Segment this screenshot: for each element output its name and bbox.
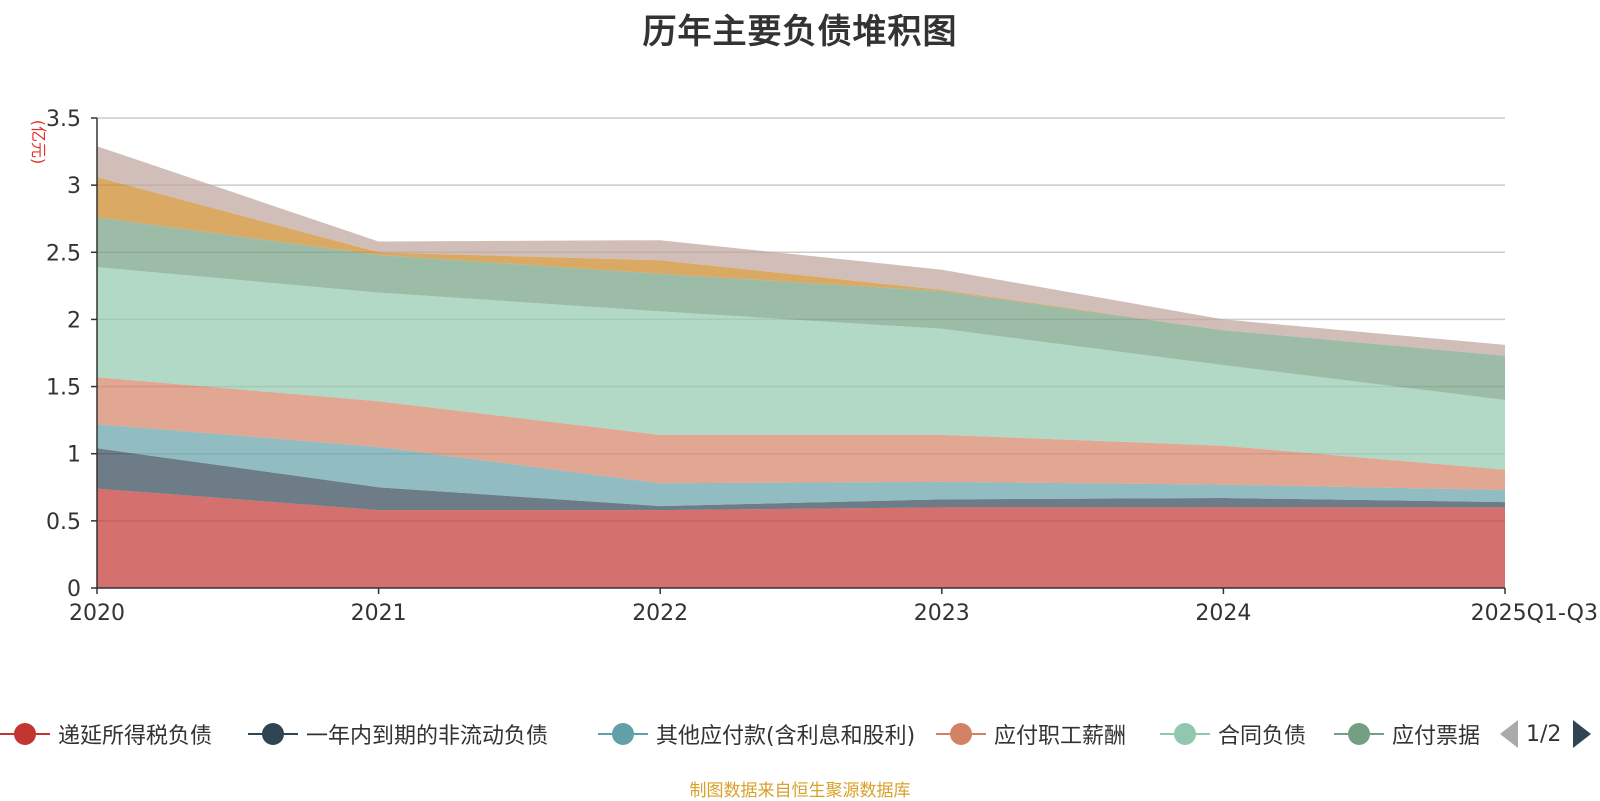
x-tick-label: 2022 [632, 601, 688, 626]
x-tick-label: 2024 [1195, 601, 1251, 626]
legend-swatch-icon [1334, 714, 1384, 754]
legend-swatch-icon [0, 714, 50, 754]
chart-title: 历年主要负债堆积图 [642, 12, 958, 52]
x-tick-label: 2020 [69, 601, 125, 626]
legend-items: 递延所得税负债 一年内到期的非流动负债 其他应付款(含利息和股利) 应付职工薪酬 合同负… [0, 714, 1492, 754]
legend-label: 合同负债 [1218, 724, 1307, 749]
chart-plot: 0 0.5 1 1.5 2 2.5 3 3.5 2020 2021 2022 2023 2024 2025… [29, 107, 1598, 626]
y-tick-label: 2 [67, 308, 81, 333]
source-note: 制图数据来自恒生聚源数据库 [689, 781, 911, 801]
stacked-areas [97, 146, 1505, 588]
area-series-4 [97, 267, 1505, 470]
legend-item[interactable]: 应付职工薪酬 [936, 714, 1126, 754]
legend-label: 其他应付款(含利息和股利) [656, 724, 916, 749]
area-series-5 [97, 217, 1505, 400]
area-series-1 [97, 448, 1505, 511]
legend-label: 应付票据 [1392, 724, 1481, 749]
legend-item[interactable]: 其他应付款(含利息和股利) [598, 714, 915, 754]
legend-swatch-icon [598, 714, 648, 754]
axes [91, 117, 1506, 594]
y-tick-label: 0 [67, 577, 81, 602]
legend-next-page-icon[interactable] [1573, 720, 1592, 748]
legend-label: 一年内到期的非流动负债 [306, 724, 549, 749]
y-tick-label: 2.5 [46, 241, 81, 266]
legend-label: 应付职工薪酬 [994, 724, 1127, 749]
legend-item[interactable]: 一年内到期的非流动负债 [248, 714, 548, 754]
legend-item[interactable]: 递延所得税负债 [0, 714, 212, 754]
x-tick-label: 2021 [351, 601, 407, 626]
area-series-7 [97, 146, 1505, 356]
y-tick-label: 3.5 [46, 107, 81, 132]
legend-pager: 1/2 [1500, 714, 1592, 754]
area-series-2 [97, 424, 1505, 507]
legend-prev-page-icon[interactable] [1500, 720, 1518, 748]
y-tick-label: 3 [67, 174, 81, 199]
legend-swatch-icon [1160, 714, 1210, 754]
legend-item[interactable]: 合同负债 [1160, 714, 1306, 754]
legend-item[interactable]: 应付票据 [1334, 714, 1480, 754]
legend-swatch-icon [248, 714, 298, 754]
x-tick-label: 2023 [914, 601, 970, 626]
y-axis-unit-label: (亿元) [29, 120, 48, 165]
area-series-3 [97, 377, 1505, 490]
y-tick-label: 0.5 [46, 510, 81, 535]
legend-swatch-icon [936, 714, 986, 754]
y-tick-label: 1 [67, 443, 81, 468]
area-series-0 [97, 488, 1505, 588]
legend: 递延所得税负债 一年内到期的非流动负债 其他应付款(含利息和股利) 应付职工薪酬 合同负… [0, 714, 1600, 754]
legend-page-indicator: 1/2 [1526, 721, 1562, 747]
tick-labels: 0 0.5 1 1.5 2 2.5 3 3.5 2020 2021 2022 2023 2024 2025… [29, 107, 1598, 626]
legend-label: 递延所得税负债 [58, 724, 213, 749]
y-tick-label: 1.5 [46, 376, 81, 401]
x-tick-label: 2025Q1-Q3 [1471, 601, 1598, 626]
